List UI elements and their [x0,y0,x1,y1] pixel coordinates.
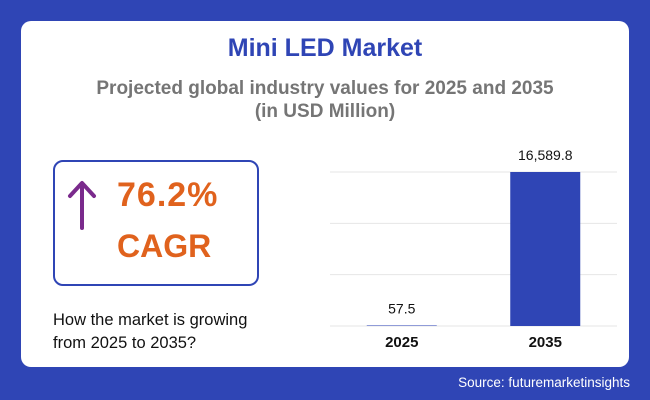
x-tick-2035: 2035 [529,334,562,351]
subtitle-line-1: Projected global industry values for 202… [96,78,554,99]
growth-question-line-1: How the market is growing [53,311,248,329]
growth-question-line-2: from 2025 to 2035? [53,334,197,352]
x-tick-2025: 2025 [385,334,418,351]
page-title: Mini LED Market [227,34,423,62]
cagr-box: 76.2% CAGR [53,160,259,286]
subtitle-line-2: (in USD Million) [254,101,396,122]
data-label-2035: 16,589.8 [518,147,573,163]
subtitle: Projected global industry values for 202… [0,77,650,123]
source-note: Source: futuremarketinsights [458,375,630,390]
cagr-label: CAGR [117,228,212,264]
bar-2035 [510,172,581,326]
bar-2025 [366,325,437,326]
data-label-2025: 57.5 [388,300,415,316]
growth-question: How the market is growing from 2025 to 2… [53,309,293,355]
cagr-value: 76.2% [117,176,219,214]
arrow-up-icon [68,181,96,230]
